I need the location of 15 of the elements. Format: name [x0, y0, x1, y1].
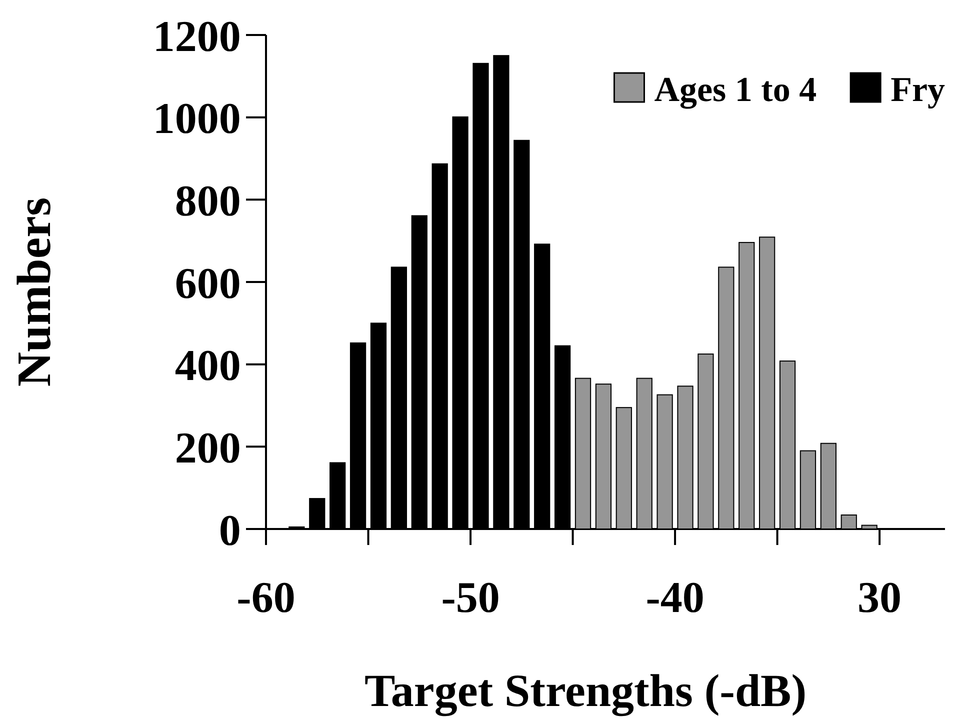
y-tick-label: 1200: [152, 12, 241, 61]
y-tick-label: 1000: [152, 94, 241, 144]
y-tick-label: 0: [218, 506, 241, 555]
y-tick-label: 400: [174, 341, 241, 390]
x-tick-label: -40: [646, 572, 704, 622]
y-tick-label: 800: [174, 176, 241, 226]
x-tick-label: -60: [236, 572, 296, 622]
y-tick-label: 600: [174, 258, 241, 308]
x-tick-label: -50: [441, 572, 500, 622]
legend-label: Ages 1 to 4: [654, 70, 817, 109]
y-tick-label: 200: [174, 424, 241, 473]
x-tick-label: 30: [858, 572, 902, 622]
x-axis-title: Target Strengths (-dB): [364, 665, 807, 717]
legend-label: Fry: [890, 70, 946, 109]
y-axis-title: Numbers: [8, 197, 61, 387]
